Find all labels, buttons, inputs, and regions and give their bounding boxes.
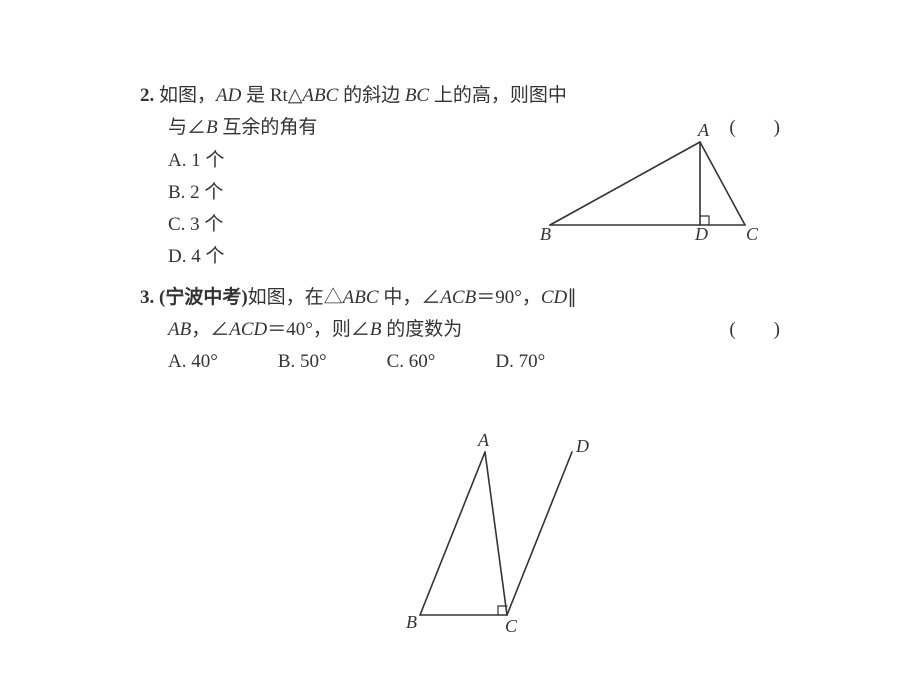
q3-option-a: A. 40° [168, 346, 218, 378]
svg-text:A: A [477, 430, 490, 450]
q3-option-d: D. 70° [495, 346, 545, 378]
q2-diagram: ABCD [540, 130, 770, 250]
q3-number: 3. [140, 287, 154, 308]
question-3: 3. (宁波中考)如图，在△ABC 中，∠ACB＝90°，CD∥ AB，∠ACD… [140, 282, 780, 379]
q3-text: (宁波中考)如图，在△ABC 中，∠ACB＝90°，CD∥ [159, 287, 577, 308]
q2-text: 如图，AD 是 Rt△ABC 的斜边 BC 上的高，则图中 [159, 85, 567, 106]
q2-line1: 2. 如图，AD 是 Rt△ABC 的斜边 BC 上的高，则图中 [140, 80, 780, 112]
q3-answer-blank: ( ) [729, 314, 780, 346]
q3-option-b: B. 50° [278, 346, 327, 378]
svg-text:C: C [746, 224, 759, 244]
q3-option-c: C. 60° [387, 346, 436, 378]
svg-text:D: D [575, 436, 589, 456]
q3-line1: 3. (宁波中考)如图，在△ABC 中，∠ACB＝90°，CD∥ [140, 282, 780, 314]
svg-text:C: C [505, 616, 518, 636]
q3-exam-tag: (宁波中考) [159, 287, 248, 308]
q3-line2: AB，∠ACD＝40°，则∠B 的度数为 ( ) [168, 314, 780, 346]
svg-text:A: A [697, 120, 710, 140]
svg-text:B: B [406, 612, 417, 632]
svg-text:B: B [540, 224, 551, 244]
q3-options: A. 40° B. 50° C. 60° D. 70° [168, 346, 780, 378]
q2-number: 2. [140, 85, 154, 106]
q3-diagram: ADBC [410, 440, 640, 640]
svg-text:D: D [694, 224, 708, 244]
